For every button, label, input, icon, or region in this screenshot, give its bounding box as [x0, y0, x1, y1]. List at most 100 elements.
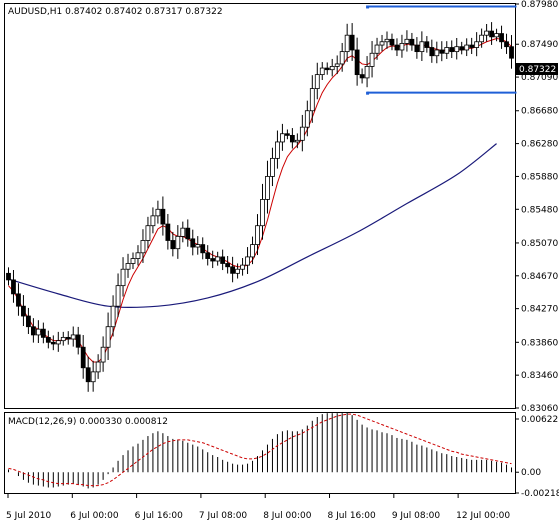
- candle-body-up: [304, 110, 310, 128]
- candle-body-up: [175, 235, 181, 250]
- candle-body-up: [369, 52, 375, 67]
- candle-body-down: [21, 305, 26, 317]
- candle-body-down: [26, 315, 31, 328]
- candle-body-down: [449, 47, 455, 53]
- candle-body-up: [110, 305, 116, 328]
- candle-body-up: [309, 88, 315, 112]
- candle-body-down: [65, 336, 71, 340]
- time-tick-label: 8 Jul 00:00: [263, 511, 312, 521]
- candle-body-down: [349, 34, 355, 51]
- candle: [314, 62, 320, 100]
- candle-body-up: [70, 334, 76, 340]
- candle-body-down: [190, 238, 196, 248]
- candle-body-down: [394, 44, 400, 51]
- candle-body-down: [439, 49, 445, 54]
- candle-body-up: [319, 67, 325, 76]
- candle: [344, 23, 350, 62]
- candle: [55, 331, 61, 352]
- candle: [210, 250, 216, 269]
- candle: [190, 229, 196, 256]
- price-tick-label: 0.87490: [521, 40, 558, 50]
- candle-body-down: [284, 133, 290, 136]
- candle: [329, 58, 335, 77]
- candle-body-up: [100, 346, 106, 363]
- candle-body-down: [11, 279, 16, 295]
- candle: [404, 30, 410, 52]
- symbol-info-label: AUDUSD,H1 0.87402 0.87402 0.87317 0.8732…: [8, 7, 223, 17]
- range-line-anchor[interactable]: [366, 5, 370, 9]
- candle: [185, 219, 191, 247]
- time-tick-label: 7 Jul 08:00: [199, 511, 248, 521]
- candle-body-up: [379, 41, 385, 46]
- candle: [299, 114, 305, 152]
- candle: [494, 28, 499, 42]
- price-tick-label: 0.85070: [521, 239, 558, 249]
- candle-body-up: [374, 44, 380, 54]
- range-lines: [366, 5, 517, 95]
- range-line-anchor[interactable]: [366, 91, 370, 95]
- candle: [195, 236, 201, 255]
- candle-body-up: [250, 244, 255, 258]
- candlestick-series: [6, 22, 514, 392]
- candle-body-up: [265, 176, 270, 200]
- candle: [50, 335, 56, 351]
- candle-body-up: [484, 30, 490, 36]
- candle-body-down: [160, 208, 166, 225]
- candle: [130, 252, 136, 269]
- candle: [40, 322, 46, 344]
- candle: [145, 216, 151, 249]
- candle-body-up: [454, 46, 460, 53]
- candle-body-down: [75, 334, 81, 348]
- candle: [90, 360, 96, 392]
- candle: [26, 307, 31, 334]
- price-tick-label: 0.87980: [521, 0, 558, 10]
- price-tick-label: 0.85480: [521, 205, 558, 215]
- candle: [30, 318, 36, 343]
- candle-body-up: [419, 41, 425, 53]
- candle: [205, 245, 211, 266]
- candle-body-up: [344, 34, 350, 53]
- candle-body-up: [90, 371, 96, 383]
- candle-body-up: [444, 47, 450, 54]
- macd-histogram: [7, 412, 513, 489]
- candle-body-up: [434, 49, 440, 57]
- candle-body-up: [329, 66, 335, 71]
- candle-body-up: [479, 34, 485, 43]
- last-price-marker: 0.87322: [516, 63, 558, 75]
- candle: [250, 236, 255, 265]
- candle-body-up: [240, 264, 245, 270]
- candle: [170, 231, 176, 257]
- candle-body-up: [299, 126, 305, 141]
- candle-body-down: [30, 326, 36, 336]
- macd-tick-label: 0.00: [521, 468, 541, 478]
- candle-body-down: [200, 244, 206, 254]
- macd-signal-line: [8, 413, 512, 487]
- candle: [180, 221, 186, 243]
- time-tick-label: 8 Jul 16:00: [328, 511, 377, 521]
- candle: [504, 33, 509, 54]
- candle-body-down: [359, 74, 365, 79]
- candle: [215, 251, 221, 266]
- candle-body-up: [35, 328, 41, 336]
- candle: [165, 213, 171, 250]
- candle-body-down: [85, 367, 91, 383]
- candle-body-up: [60, 336, 66, 342]
- candle: [424, 36, 430, 53]
- candle: [255, 214, 260, 256]
- candle-body-down: [504, 41, 509, 48]
- candle: [359, 68, 365, 84]
- candle: [319, 62, 325, 81]
- candle-body-down: [16, 293, 21, 307]
- candle: [105, 312, 111, 360]
- candle: [260, 183, 265, 240]
- candle-body-down: [6, 272, 11, 281]
- candle: [474, 32, 480, 57]
- time-tick-label: 6 Jul 16:00: [135, 511, 184, 521]
- candle-body-up: [235, 268, 240, 274]
- candle: [220, 249, 226, 271]
- price-tick-label: 0.83460: [521, 371, 558, 381]
- candle-body-down: [185, 227, 191, 240]
